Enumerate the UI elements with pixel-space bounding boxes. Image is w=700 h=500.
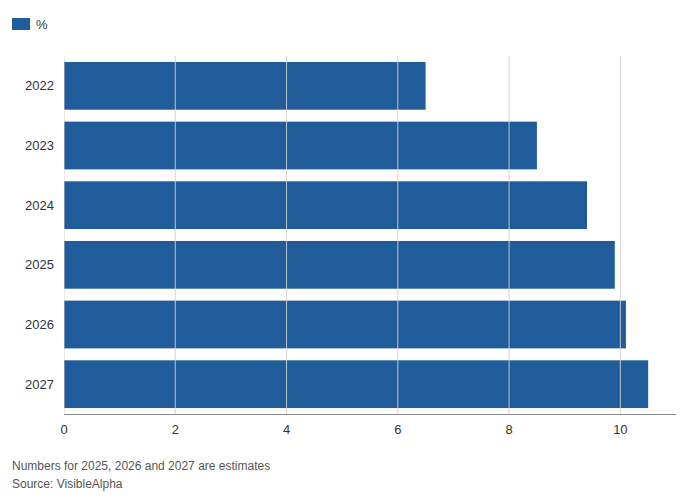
x-tick-label: 4 xyxy=(283,422,290,437)
x-tick-label: 2 xyxy=(172,422,179,437)
legend-swatch xyxy=(12,18,30,30)
legend: % xyxy=(12,17,48,32)
x-tick-label: 10 xyxy=(613,422,627,437)
bar xyxy=(64,360,648,408)
grid xyxy=(64,56,620,414)
y-tick-label: 2022 xyxy=(25,78,54,93)
y-tick-label: 2027 xyxy=(25,377,54,392)
bar xyxy=(64,122,537,170)
x-axis-line xyxy=(64,414,676,415)
y-tick-label: 2024 xyxy=(25,198,54,213)
footnote: Source: VisibleAlpha xyxy=(12,477,123,491)
x-ticks: 0 2 4 6 8 10 xyxy=(60,422,627,437)
grid-line xyxy=(509,56,510,414)
y-tick-label: 2025 xyxy=(25,257,54,272)
bar xyxy=(64,241,615,289)
bars xyxy=(64,62,648,408)
grid-line xyxy=(286,56,287,414)
x-tick-label: 8 xyxy=(505,422,512,437)
grid-line xyxy=(64,56,65,414)
x-tick-label: 0 xyxy=(60,422,67,437)
bar xyxy=(64,301,626,349)
y-tick-label: 2023 xyxy=(25,138,54,153)
bar xyxy=(64,181,587,229)
grid-line xyxy=(175,56,176,414)
legend-label: % xyxy=(36,17,48,32)
footnotes: Numbers for 2025, 2026 and 2027 are esti… xyxy=(12,459,270,491)
bar xyxy=(64,62,426,110)
y-ticks: 2022 2023 2024 2025 2026 2027 xyxy=(25,78,54,391)
x-tick-label: 6 xyxy=(394,422,401,437)
y-tick-label: 2026 xyxy=(25,317,54,332)
footnote: Numbers for 2025, 2026 and 2027 are esti… xyxy=(12,459,270,473)
grid-line xyxy=(397,56,398,414)
chart: 0 2 4 6 8 10 2022 2023 2024 2025 2026 2027% Numbers … xyxy=(0,0,700,500)
grid-line xyxy=(620,56,621,414)
